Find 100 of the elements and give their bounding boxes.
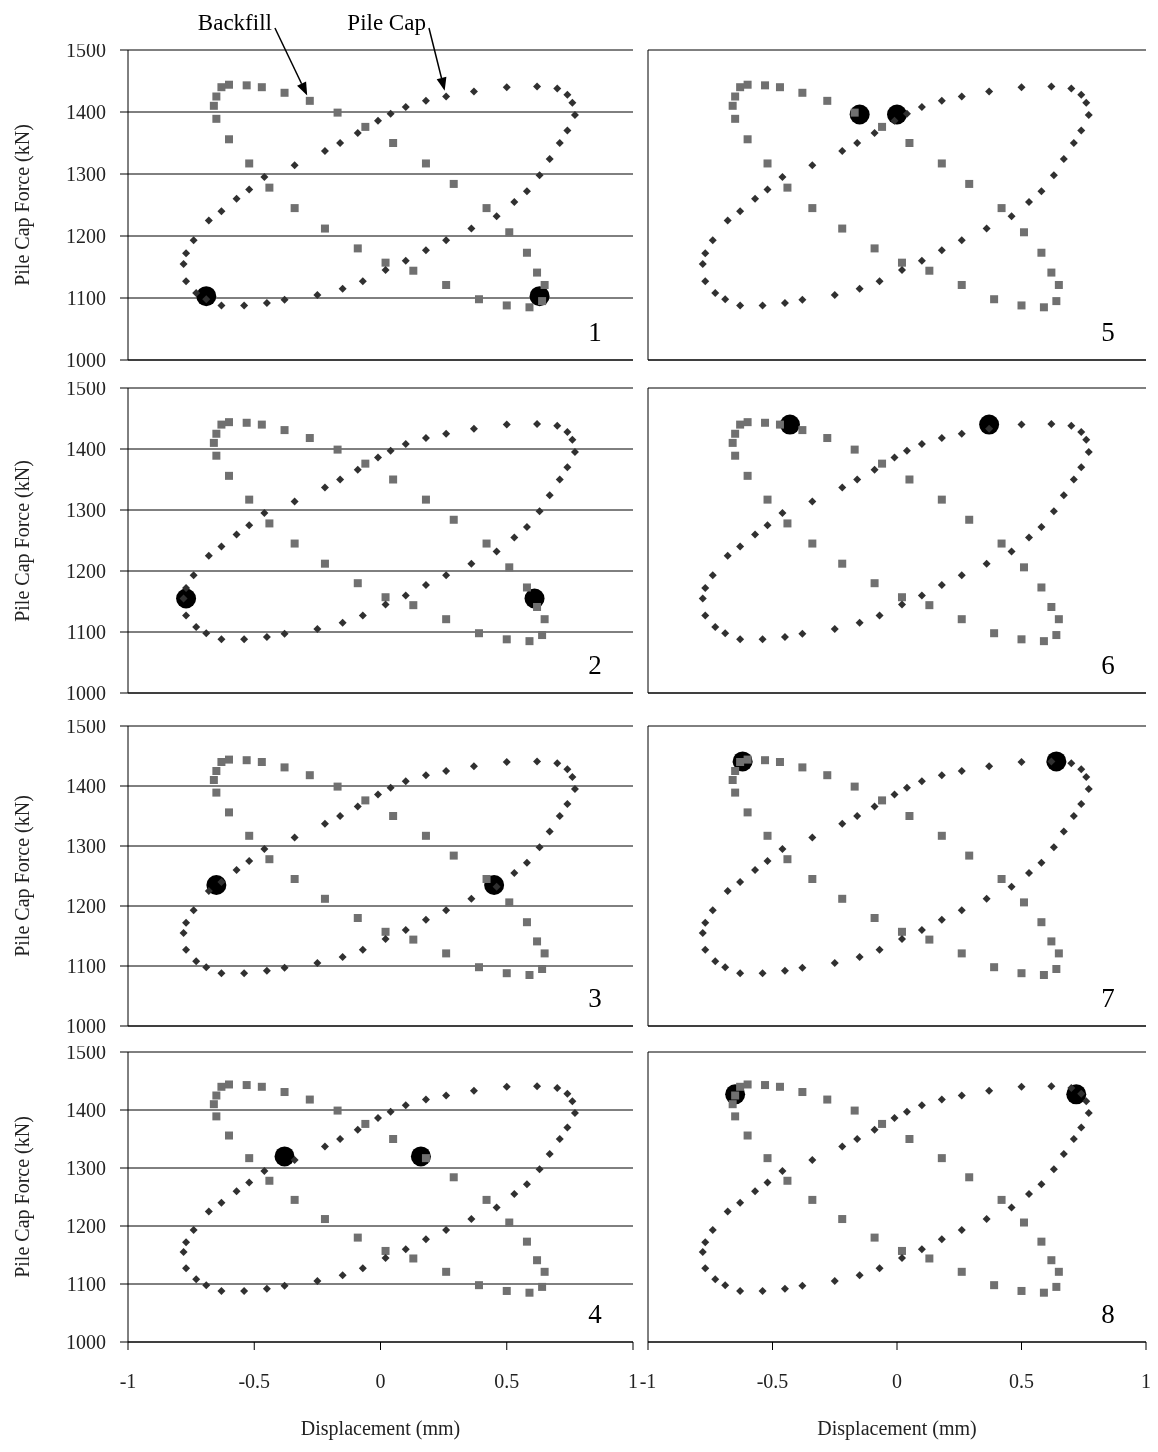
point — [1047, 602, 1056, 611]
point — [555, 475, 564, 484]
point — [780, 1284, 789, 1293]
point — [708, 1226, 717, 1235]
point — [421, 1154, 430, 1163]
point — [533, 602, 542, 611]
point — [421, 831, 430, 840]
point — [568, 98, 577, 107]
point — [761, 81, 770, 90]
point — [401, 777, 410, 786]
point — [553, 1083, 562, 1092]
point — [265, 1176, 274, 1185]
x-tick-label: 1 — [628, 1370, 638, 1393]
point — [373, 116, 382, 125]
point — [217, 635, 226, 644]
point — [563, 126, 572, 135]
point — [386, 109, 395, 118]
point — [838, 483, 847, 492]
point — [563, 463, 572, 472]
point — [778, 509, 787, 518]
point — [798, 426, 807, 435]
point — [421, 915, 430, 924]
point — [701, 1264, 710, 1273]
point — [305, 771, 314, 780]
point — [957, 92, 966, 101]
point — [401, 103, 410, 112]
point — [563, 1089, 572, 1098]
y-tick-label: 1500 — [66, 715, 106, 738]
point — [1052, 631, 1061, 640]
point — [965, 1173, 974, 1182]
point — [780, 298, 789, 307]
y-axis-title: Pile Cap Force (kN) — [11, 459, 33, 622]
y-tick-label: 1100 — [66, 621, 106, 644]
point — [1077, 1089, 1086, 1098]
point — [870, 802, 879, 811]
point — [262, 966, 271, 975]
point — [442, 280, 451, 289]
point — [905, 1135, 914, 1143]
x-axis-title: Displacement (mm) — [817, 1417, 977, 1439]
point — [502, 635, 511, 644]
point — [333, 445, 342, 454]
point — [823, 1095, 832, 1104]
y-tick-label: 1100 — [66, 955, 106, 978]
point — [469, 87, 478, 96]
point — [381, 935, 390, 943]
point — [545, 827, 554, 836]
point — [305, 434, 314, 443]
point — [917, 1245, 926, 1254]
point — [698, 929, 707, 937]
point — [570, 785, 579, 793]
point — [761, 418, 770, 427]
point — [957, 1091, 966, 1100]
point — [982, 894, 991, 903]
point — [798, 1281, 807, 1290]
point — [313, 1277, 322, 1286]
point — [533, 419, 542, 428]
point — [925, 1254, 934, 1263]
point — [957, 767, 966, 775]
point — [780, 632, 789, 641]
point — [897, 593, 906, 602]
point — [763, 1154, 772, 1163]
point — [492, 1203, 501, 1212]
point — [1047, 268, 1056, 277]
point — [878, 1119, 887, 1128]
point — [245, 831, 254, 840]
point — [736, 301, 745, 310]
point — [758, 301, 767, 310]
point — [290, 1195, 299, 1204]
point — [290, 875, 299, 883]
point — [474, 295, 483, 304]
point — [897, 927, 906, 936]
point — [442, 1267, 451, 1276]
point — [850, 782, 859, 791]
point — [320, 894, 329, 903]
point — [217, 1198, 226, 1207]
y-tick-label: 1200 — [66, 1215, 106, 1238]
point — [798, 1088, 807, 1097]
point — [937, 915, 946, 924]
point — [381, 258, 390, 267]
point — [525, 303, 534, 312]
point — [217, 301, 226, 310]
point — [758, 969, 767, 978]
point — [245, 495, 254, 504]
point — [401, 1101, 410, 1110]
point — [957, 615, 966, 624]
point — [545, 1150, 554, 1159]
point — [338, 1271, 347, 1280]
point — [1017, 1082, 1026, 1091]
point — [808, 1195, 817, 1204]
point — [563, 1123, 572, 1132]
point — [778, 1166, 787, 1175]
point — [381, 600, 390, 609]
point — [711, 957, 720, 966]
annotation: 3 — [588, 982, 602, 1013]
point — [522, 187, 531, 196]
point — [280, 1281, 289, 1290]
point — [482, 1195, 491, 1204]
point — [320, 147, 329, 156]
point — [1017, 969, 1026, 978]
point — [333, 108, 342, 117]
